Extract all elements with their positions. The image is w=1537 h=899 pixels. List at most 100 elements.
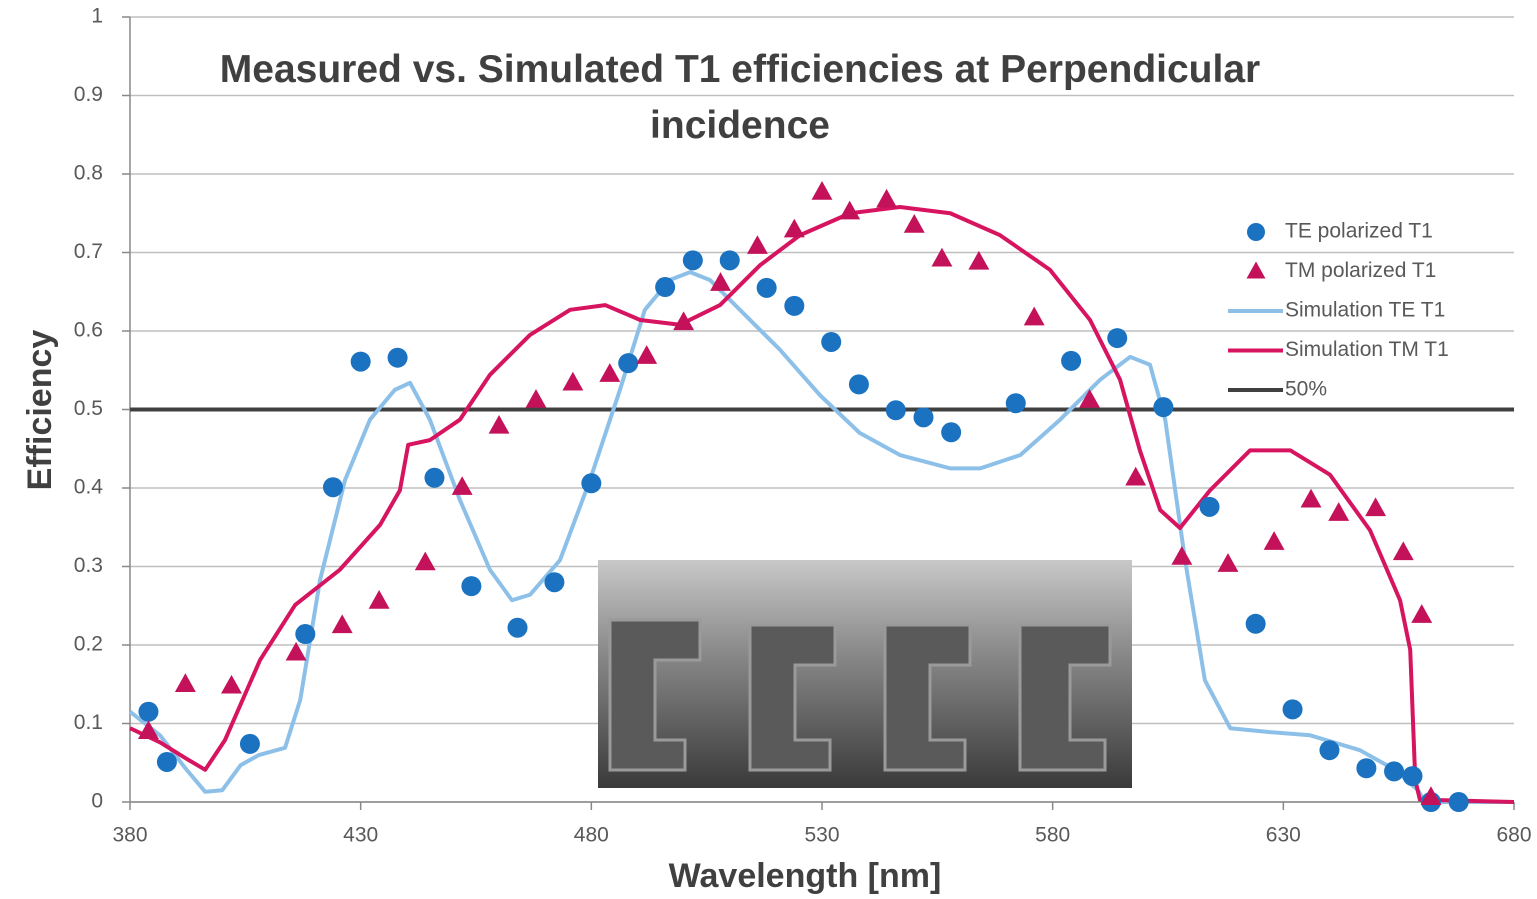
point xyxy=(1328,502,1350,521)
y-tick-label: 0.3 xyxy=(74,554,103,577)
point xyxy=(811,181,833,200)
x-tick-label: 680 xyxy=(1496,824,1531,847)
point xyxy=(507,617,528,638)
x-axis-label: Wavelength [nm] xyxy=(669,857,942,895)
point xyxy=(221,674,242,694)
y-tick-label: 0.4 xyxy=(74,476,104,499)
point xyxy=(488,414,510,434)
point xyxy=(756,277,777,298)
point xyxy=(885,400,906,421)
y-axis-label: Efficiency xyxy=(21,330,59,491)
point xyxy=(1171,546,1193,565)
point xyxy=(138,720,159,740)
y-tick-label: 0.6 xyxy=(74,319,103,342)
legend-label: Simulation TM T1 xyxy=(1285,338,1449,361)
point xyxy=(1125,466,1147,486)
point xyxy=(1245,613,1266,634)
point xyxy=(1199,496,1220,517)
point xyxy=(525,389,547,408)
y-tick-label: 0 xyxy=(91,790,103,813)
point xyxy=(655,277,676,298)
point xyxy=(1448,792,1469,812)
x-tick-label: 530 xyxy=(804,824,839,847)
point xyxy=(1061,350,1082,371)
point xyxy=(673,311,695,331)
inset-image xyxy=(598,560,1132,788)
point xyxy=(1420,786,1442,805)
legend-label: TE polarized T1 xyxy=(1285,220,1433,243)
point xyxy=(1365,497,1387,517)
point xyxy=(451,476,473,495)
point xyxy=(1392,541,1414,561)
point xyxy=(1107,328,1128,349)
point xyxy=(1005,393,1026,414)
point xyxy=(239,733,260,754)
point xyxy=(618,353,639,374)
point xyxy=(581,473,602,494)
point xyxy=(461,576,482,597)
point xyxy=(710,272,731,291)
line-series xyxy=(128,270,1514,804)
y-tick-label: 0.9 xyxy=(74,83,103,106)
point xyxy=(1402,766,1423,787)
x-tick-label: 380 xyxy=(112,824,147,847)
point xyxy=(903,214,925,233)
point xyxy=(1079,389,1101,408)
point xyxy=(876,188,898,208)
point xyxy=(783,218,805,238)
y-tick-label: 0.7 xyxy=(74,240,103,263)
point xyxy=(350,351,371,372)
point xyxy=(1023,306,1045,326)
point xyxy=(562,371,584,391)
point xyxy=(138,701,159,722)
point xyxy=(368,590,390,609)
point xyxy=(424,467,445,488)
x-tick-label: 630 xyxy=(1266,824,1301,847)
y-tick-label: 0.8 xyxy=(74,162,103,185)
plot-area xyxy=(128,181,1515,812)
point xyxy=(848,374,869,395)
point xyxy=(156,751,177,772)
y-tick-label: 0.2 xyxy=(74,633,103,656)
point xyxy=(941,422,962,443)
point xyxy=(636,345,658,364)
legend-marker xyxy=(1246,261,1266,279)
chart-title: Measured vs. Simulated T1 efficiencies a… xyxy=(219,48,1261,147)
point xyxy=(784,295,805,316)
point xyxy=(821,331,842,352)
point xyxy=(295,624,316,645)
point xyxy=(322,477,343,498)
point xyxy=(1217,553,1239,572)
point xyxy=(913,407,934,428)
point xyxy=(682,250,703,271)
x-tick-label: 480 xyxy=(574,824,609,847)
x-tick-label: 430 xyxy=(343,824,378,847)
point xyxy=(746,235,768,254)
point xyxy=(414,551,436,571)
point xyxy=(1153,397,1174,418)
legend-label: TM polarized T1 xyxy=(1285,259,1436,282)
x-tick-label: 580 xyxy=(1035,824,1070,847)
point xyxy=(1300,488,1322,508)
point xyxy=(968,250,990,270)
point xyxy=(931,247,953,267)
point xyxy=(544,572,565,593)
legend-label: 50% xyxy=(1285,378,1327,401)
point xyxy=(839,200,861,220)
point xyxy=(1384,761,1405,782)
point xyxy=(599,363,621,382)
point xyxy=(285,641,307,661)
legend-marker xyxy=(1247,223,1265,241)
point xyxy=(1356,758,1377,779)
point xyxy=(1319,740,1340,761)
line-series xyxy=(129,204,1515,804)
point xyxy=(1411,604,1433,623)
point xyxy=(387,347,408,368)
point xyxy=(1282,699,1303,720)
y-tick-label: 0.5 xyxy=(74,397,103,420)
point xyxy=(719,250,740,271)
y-tick-label: 1 xyxy=(91,5,103,28)
point xyxy=(174,673,196,692)
